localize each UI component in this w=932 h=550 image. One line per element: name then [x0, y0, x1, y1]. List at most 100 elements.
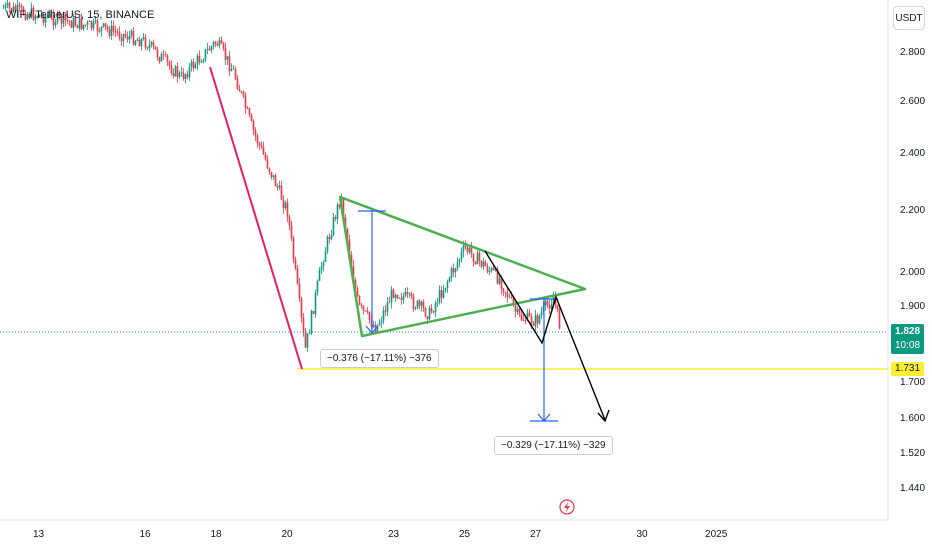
- candle-body: [214, 42, 217, 44]
- candle-body: [288, 216, 291, 226]
- candle-body: [342, 198, 345, 218]
- candle-body: [522, 320, 525, 322]
- candle-countdown: 10:08: [894, 340, 921, 351]
- candle-body: [292, 237, 295, 260]
- candle-body: [88, 21, 91, 22]
- candle-body: [272, 175, 275, 178]
- candle-body: [266, 159, 269, 169]
- candle-body: [294, 259, 297, 269]
- candle-body: [398, 297, 401, 299]
- time-tick-label: 16: [139, 529, 151, 540]
- candle-body: [296, 268, 299, 284]
- candle-body: [68, 20, 71, 22]
- candle-body: [422, 301, 425, 308]
- candle-body: [410, 293, 413, 297]
- candle-body: [360, 304, 363, 306]
- candle-body: [262, 146, 265, 155]
- candle-body: [150, 41, 153, 45]
- candle-body: [426, 316, 429, 320]
- candle-body: [236, 78, 239, 90]
- candle-body: [80, 18, 83, 30]
- projection-path: [484, 250, 606, 421]
- candle-body: [28, 13, 31, 18]
- candle-body: [130, 31, 133, 36]
- candle-body: [274, 175, 277, 187]
- candle-body: [162, 53, 165, 55]
- candle-body: [118, 31, 121, 38]
- candle-body: [472, 253, 475, 262]
- measure-label-left[interactable]: −0.376 (−17.11%) −376: [320, 349, 439, 368]
- candle-body: [448, 277, 451, 282]
- candle-body: [218, 39, 221, 46]
- candle-body: [82, 24, 85, 30]
- candle-body: [508, 296, 511, 298]
- candle-body: [506, 292, 509, 298]
- candle-body: [38, 14, 41, 18]
- measure-label-right[interactable]: −0.329 (−17.11%) −329: [494, 436, 613, 455]
- candle-body: [306, 333, 309, 348]
- candle-body: [504, 291, 507, 293]
- candle-body: [428, 307, 431, 320]
- candle-body: [250, 115, 253, 122]
- candle-body: [30, 8, 33, 18]
- candle-body: [238, 89, 241, 92]
- candle-body: [228, 56, 231, 72]
- candle-body: [514, 305, 517, 312]
- candle-body: [46, 16, 49, 18]
- candle-body: [436, 302, 439, 304]
- candle-body: [434, 302, 437, 313]
- candle-body: [404, 292, 407, 297]
- candle-body: [254, 130, 257, 136]
- candle-body: [216, 43, 219, 46]
- candle-body: [190, 61, 193, 67]
- candle-body: [518, 308, 521, 315]
- candle-body: [498, 278, 501, 284]
- candle-body: [178, 72, 181, 78]
- candle-body: [192, 61, 195, 69]
- candle-body: [26, 13, 29, 20]
- candle-body: [6, 2, 9, 5]
- candle-body: [2, 7, 5, 9]
- candle-body: [154, 46, 157, 50]
- candle-body: [84, 24, 87, 26]
- candle-body: [400, 297, 403, 300]
- projection-arrowhead: [597, 409, 610, 423]
- candle-body: [78, 18, 81, 29]
- candle-body: [240, 91, 243, 93]
- candle-body: [442, 290, 445, 298]
- candle-body: [378, 322, 381, 325]
- candle-body: [336, 204, 339, 219]
- currency-button[interactable]: USDT: [893, 6, 925, 30]
- candle-body: [200, 61, 203, 63]
- candle-body: [452, 268, 455, 273]
- candle-body: [54, 22, 57, 26]
- candle-body: [354, 279, 357, 288]
- candle-body: [470, 247, 473, 254]
- candle-body: [300, 298, 303, 318]
- candle-body: [106, 26, 109, 30]
- candle-body: [86, 21, 89, 26]
- candle-body: [194, 64, 197, 69]
- price-tick-label: 2.000: [900, 267, 926, 278]
- candle-body: [432, 311, 435, 313]
- candle-body: [356, 287, 359, 296]
- candle-body: [338, 204, 341, 208]
- candle-body: [146, 47, 149, 49]
- candle-body: [164, 54, 167, 56]
- candle-body: [552, 297, 555, 305]
- candle-body: [44, 16, 47, 23]
- candle-body: [268, 168, 271, 173]
- candle-body: [540, 312, 543, 316]
- candle-body: [376, 324, 379, 333]
- candle-body: [308, 333, 311, 335]
- candle-body: [140, 38, 143, 47]
- candle-body: [414, 308, 417, 309]
- candle-body: [144, 37, 147, 48]
- candle-body: [348, 239, 351, 255]
- candle-body: [202, 60, 205, 62]
- time-tick-label: 25: [459, 529, 471, 540]
- candle-body: [312, 310, 315, 315]
- candle-body: [182, 72, 185, 80]
- candle-body: [224, 48, 227, 60]
